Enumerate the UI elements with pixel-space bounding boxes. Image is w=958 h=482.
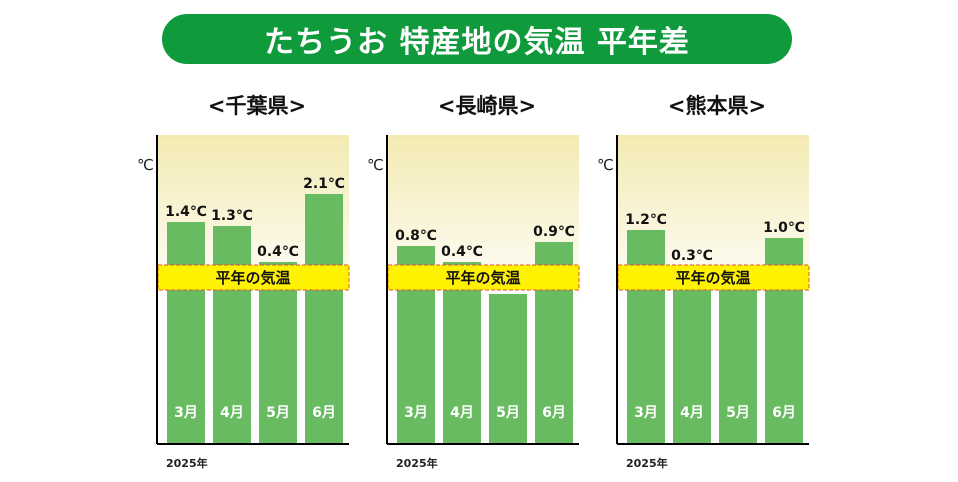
baseline-label: 平年の気温 [215,269,290,287]
x-axis-year-label: 2025年 [166,456,208,470]
bar [673,266,711,444]
bar [489,294,527,444]
category-label: 3月 [174,405,198,421]
baseline-label: 平年の気温 [445,269,520,287]
chart-title-banner: たちうお 特産地の気温 平年差 [162,14,792,64]
bar [167,222,205,444]
y-axis-unit-label: ℃ [597,156,614,174]
category-label: 3月 [634,405,658,421]
bar-chart: 1.4℃ 3月 1.3℃ 4月 0.4℃ 5月 2.1℃ 6月 平年の気温 ℃ 2025年 [137,135,350,470]
data-label: 1.2℃ [625,212,667,228]
y-axis-unit-label: ℃ [367,156,384,174]
panel-title: <長崎県> [437,94,537,118]
bar [213,226,251,444]
chart-panel-nagasaki: <長崎県> 0.8℃3月0.4℃4月-0.4℃5月0.9℃6月平年の気温℃202… [367,82,609,482]
data-label: 1.3℃ [211,208,253,224]
category-label: 3月 [404,405,428,421]
data-label: 0.4℃ [441,244,483,260]
category-label: 4月 [220,405,244,421]
data-label: 0.3℃ [671,248,713,264]
data-label: 1.0℃ [763,220,805,236]
panel-title: <熊本県> [667,94,767,118]
category-label: 4月 [680,405,704,421]
y-axis-unit-label: ℃ [137,156,154,174]
baseline-band [387,264,580,291]
data-label: 0.8℃ [395,228,437,244]
baseline-label: 平年の気温 [675,269,750,287]
category-label: 5月 [266,405,290,421]
data-label: 0.4℃ [257,244,299,260]
bar [305,194,343,444]
category-label: 5月 [726,405,750,421]
bar [443,262,481,444]
bar [719,290,757,444]
data-label: 0.9℃ [533,224,575,240]
baseline-band [157,264,350,291]
chart-panel-kumamoto: <熊本県> 1.2℃3月0.3℃4月-0.3℃5月1.0℃6月平年の気温℃202… [597,82,839,482]
category-label: 4月 [450,405,474,421]
category-label: 6月 [312,405,336,421]
data-label: 1.4℃ [165,204,207,220]
panel-title: <千葉県> [207,94,307,118]
x-axis-year-label: 2025年 [396,456,438,470]
category-label: 6月 [542,405,566,421]
data-label: 2.1℃ [303,176,345,192]
bar [259,262,297,444]
category-label: 5月 [496,405,520,421]
category-label: 6月 [772,405,796,421]
x-axis-year-label: 2025年 [626,456,668,470]
chart-panel-chiba: <千葉県> 1.4℃ 3月 1.3℃ 4月 0.4℃ 5月 2.1℃ 6月 平年の気温 ℃ 2025… [137,82,379,482]
baseline-band [617,264,810,291]
